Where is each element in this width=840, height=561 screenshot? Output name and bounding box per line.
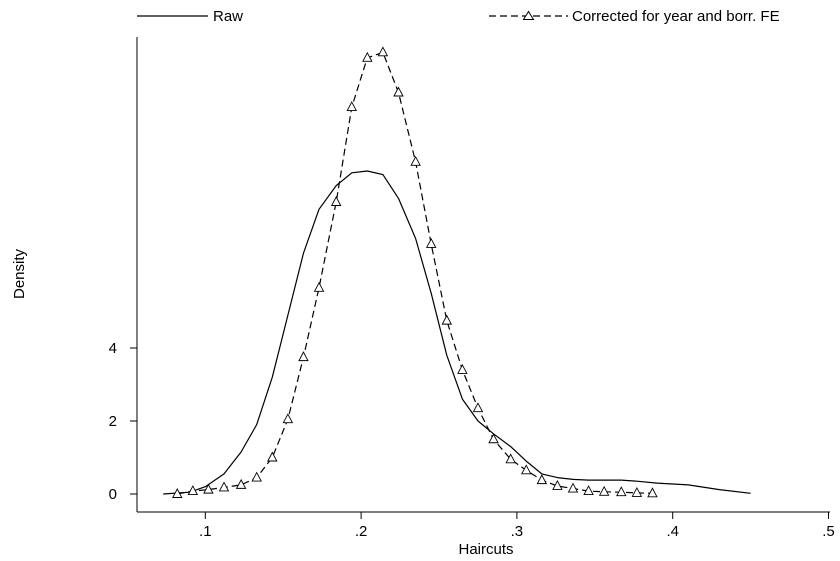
legend-label-raw: Raw [213,8,243,25]
data-point-marker [567,482,579,493]
data-point-marker [441,314,453,325]
data-point-marker [218,481,230,492]
data-point-marker [282,413,294,424]
data-point-marker [505,453,516,464]
data-point-marker [647,487,658,498]
data-point-marker [377,46,389,57]
data-point-marker [330,196,342,206]
x-tick-label: .1 [199,523,212,540]
y-axis-title: Density [11,248,28,299]
data-point-marker [346,101,357,112]
y-tick-label: 2 [109,413,117,430]
data-point-marker [583,485,594,496]
y-tick-label: 0 [109,486,117,503]
data-point-marker [536,474,548,485]
data-point-marker [235,478,247,489]
series-line-corrected [177,51,653,495]
legend-label-corrected: Corrected for year and borr. FE [572,8,780,25]
data-point-marker [267,451,278,462]
data-point-marker [472,402,484,413]
x-tick-label: .2 [355,523,368,540]
data-point-marker [598,485,610,496]
x-tick-label: .4 [666,523,679,540]
data-point-marker [410,155,421,166]
data-point-marker [393,86,404,97]
data-point-marker [313,281,325,292]
data-point-marker [488,433,499,444]
data-point-marker [172,488,183,498]
y-tick-label: 4 [109,340,117,357]
legend: Raw Corrected for year and borr. FE [137,8,780,25]
data-point-marker [203,483,214,494]
series-line-raw [163,170,751,495]
data-point-marker [298,351,309,362]
y-ticks: 0 2 4 [109,340,137,503]
data-point-marker [616,486,627,497]
data-point-marker [521,464,532,475]
x-tick-label: .3 [511,523,524,540]
data-point-marker [362,51,373,62]
data-point-marker [552,480,563,490]
data-point-marker [187,485,199,496]
legend-triangle-marker [522,10,535,20]
data-point-marker [631,486,643,497]
x-ticks: .1 .2 .3 .4 .5 [199,512,835,540]
data-point-marker [251,471,262,482]
series-layer [163,46,751,498]
data-point-marker [425,238,437,248]
data-point-marker [457,363,468,374]
x-tick-label: .5 [822,523,835,540]
x-axis-title: Haircuts [458,541,513,558]
